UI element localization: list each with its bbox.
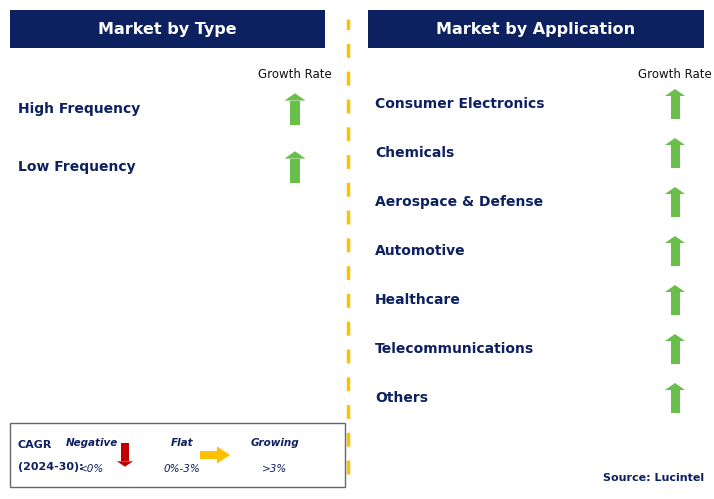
Polygon shape [284,93,306,101]
Polygon shape [670,390,680,413]
Text: Market by Application: Market by Application [436,21,635,36]
Polygon shape [670,194,680,217]
Text: Market by Type: Market by Type [99,21,237,36]
Text: Aerospace & Defense: Aerospace & Defense [375,195,543,209]
Text: Consumer Electronics: Consumer Electronics [375,97,545,111]
Polygon shape [665,334,685,341]
Text: Growth Rate: Growth Rate [638,68,712,81]
Polygon shape [665,89,685,96]
Text: Growing: Growing [251,439,299,449]
Polygon shape [121,443,129,461]
Polygon shape [665,187,685,194]
Text: Others: Others [375,391,428,405]
Polygon shape [284,151,306,159]
Polygon shape [670,292,680,315]
Text: >3%: >3% [262,464,288,474]
Text: CAGR: CAGR [18,441,52,451]
Text: (2024-30):: (2024-30): [18,462,84,472]
Polygon shape [665,138,685,145]
FancyBboxPatch shape [10,10,325,48]
Polygon shape [665,285,685,292]
Text: 0%-3%: 0%-3% [164,464,201,474]
Text: <0%: <0% [79,464,105,474]
Polygon shape [291,101,300,125]
Polygon shape [670,145,680,168]
Polygon shape [670,96,680,119]
Polygon shape [200,451,217,459]
Text: Chemicals: Chemicals [375,146,454,160]
Text: Source: Lucintel: Source: Lucintel [603,473,704,483]
Text: Growth Rate: Growth Rate [258,68,332,81]
Polygon shape [291,159,300,183]
Polygon shape [217,447,230,464]
FancyBboxPatch shape [10,423,345,487]
Text: Flat: Flat [171,439,193,449]
Polygon shape [670,341,680,364]
Text: High Frequency: High Frequency [18,102,140,116]
Text: Healthcare: Healthcare [375,293,461,307]
Polygon shape [670,243,680,266]
Polygon shape [306,442,324,448]
Polygon shape [311,448,319,469]
Polygon shape [665,236,685,243]
Text: Automotive: Automotive [375,244,466,258]
Polygon shape [665,383,685,390]
Polygon shape [117,461,133,467]
FancyBboxPatch shape [368,10,704,48]
Text: Telecommunications: Telecommunications [375,342,534,356]
Text: Low Frequency: Low Frequency [18,160,136,174]
Text: Negative: Negative [66,439,118,449]
